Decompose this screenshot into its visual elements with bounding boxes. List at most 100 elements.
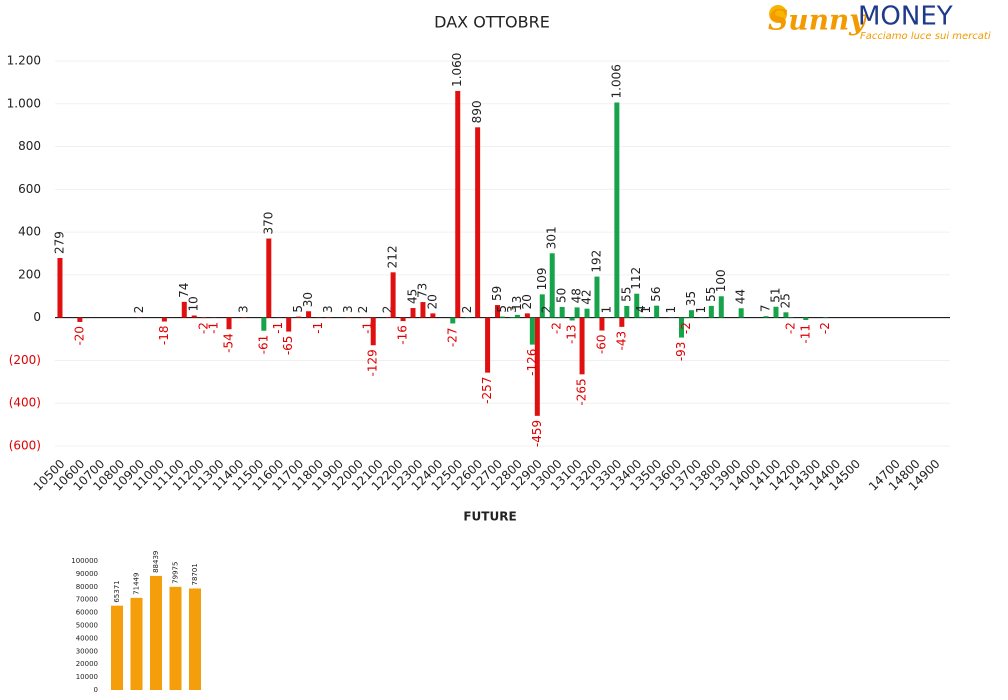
data-label: 279 <box>52 231 66 254</box>
data-label: -2 <box>550 322 564 334</box>
data-label: 301 <box>545 226 559 249</box>
data-label: -20 <box>72 326 86 346</box>
bar <box>286 317 292 332</box>
data-label: 88439 <box>152 551 160 573</box>
y-tick-label: 70000 <box>76 596 98 604</box>
y-tick-label: 800 <box>18 139 41 153</box>
data-label: 4 <box>634 305 648 313</box>
data-label: 55 <box>619 287 633 302</box>
bar <box>509 317 515 318</box>
data-label: 1 <box>664 306 678 314</box>
bar <box>77 317 83 322</box>
data-label: 890 <box>470 100 484 123</box>
data-label: 25 <box>778 293 792 308</box>
y-tick-label: 0 <box>33 310 41 324</box>
y-tick-label: 1.000 <box>7 96 41 110</box>
bar <box>57 257 63 318</box>
data-label: 1 <box>599 306 613 314</box>
data-label: 2 <box>540 306 554 314</box>
data-label: 7 <box>759 305 773 313</box>
bar <box>130 597 143 690</box>
data-label: -18 <box>157 326 171 346</box>
bar <box>169 586 182 690</box>
bar <box>475 127 481 318</box>
data-label: -27 <box>445 327 459 347</box>
y-tick-label: 10000 <box>76 673 98 681</box>
y-tick-label: 600 <box>18 182 41 196</box>
bar <box>345 317 351 318</box>
data-label: 192 <box>589 250 603 273</box>
data-label: 2 <box>460 306 474 314</box>
data-label: 3 <box>341 305 355 313</box>
bar <box>534 317 540 416</box>
data-label: 55 <box>704 287 718 302</box>
bar <box>619 317 625 327</box>
y-tick-label: 50000 <box>76 622 98 630</box>
data-label: 20 <box>520 294 534 309</box>
data-label: 50 <box>555 288 569 303</box>
logo-name: MONEY <box>858 2 953 32</box>
bar <box>738 308 744 318</box>
bar <box>569 317 575 321</box>
y-tick-label: 60000 <box>76 609 98 617</box>
bar <box>306 311 312 318</box>
data-label: 3 <box>505 305 519 313</box>
bar <box>450 317 456 324</box>
y-tick-label: 0 <box>94 686 98 694</box>
bar <box>455 90 461 318</box>
data-label: -93 <box>674 342 688 362</box>
bar <box>584 308 590 318</box>
data-label: 65371 <box>113 580 121 602</box>
y-tick-label: 90000 <box>76 570 98 578</box>
data-label: 74 <box>177 283 191 298</box>
data-label: 1.060 <box>450 53 464 87</box>
data-label: -2 <box>783 322 797 334</box>
bar <box>524 313 530 318</box>
data-label: 212 <box>386 245 400 268</box>
logo-sun <box>769 5 787 23</box>
data-label: 5 <box>291 305 305 313</box>
data-label: 79975 <box>172 562 180 584</box>
data-label: -2 <box>197 322 211 334</box>
bar <box>370 317 376 346</box>
data-label: 370 <box>261 212 275 235</box>
data-label: 48 <box>570 288 584 303</box>
bar <box>111 605 123 690</box>
bar <box>150 575 162 690</box>
chart-title: DAX OTTOBRE <box>434 13 550 32</box>
data-label: -2 <box>818 322 832 334</box>
data-label: 35 <box>684 291 698 306</box>
data-label: -54 <box>222 333 236 353</box>
data-label: 44 <box>734 289 748 304</box>
bar <box>390 272 396 318</box>
data-label: 2 <box>132 306 146 314</box>
y-tick-label: (600) <box>9 439 41 453</box>
bar <box>261 317 267 331</box>
bar <box>624 305 630 318</box>
bar <box>763 316 769 318</box>
data-label: 59 <box>490 286 504 301</box>
y-tick-label: 100000 <box>71 557 98 565</box>
data-label: 56 <box>649 286 663 301</box>
bar <box>559 306 565 318</box>
bar <box>679 317 684 338</box>
data-label: 3 <box>321 305 335 313</box>
data-label: -61 <box>256 335 270 355</box>
data-label: -257 <box>480 377 494 404</box>
bar <box>296 316 302 318</box>
data-label: -1 <box>207 322 221 334</box>
data-label: -265 <box>575 378 589 405</box>
bar <box>803 317 809 321</box>
y-tick-label: 400 <box>18 225 41 239</box>
data-label: 2 <box>381 306 395 314</box>
y-tick-label: 200 <box>18 267 41 281</box>
bar <box>579 317 585 375</box>
data-label: 5 <box>495 305 509 313</box>
bar <box>614 102 620 318</box>
bar <box>654 305 660 318</box>
bar <box>773 306 779 318</box>
data-label: -13 <box>565 324 579 344</box>
data-label: -11 <box>798 324 812 344</box>
